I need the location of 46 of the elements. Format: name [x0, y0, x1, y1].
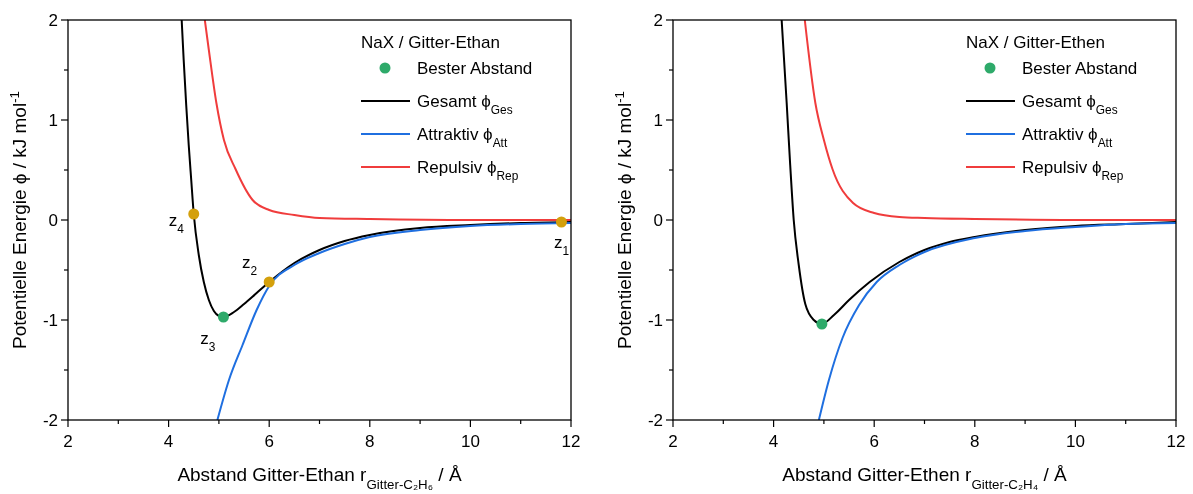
- legend-label: Repulsiv ϕ$_{Rep}$: [1022, 158, 1124, 183]
- y-tick-label: -2: [42, 411, 58, 430]
- x-tick-label: 2: [63, 432, 73, 451]
- legend-label: Repulsiv ϕ$_{Rep}$: [417, 158, 519, 183]
- legend-label: Bester Abstand: [1022, 59, 1138, 78]
- legend-title: NaX / Gitter-Ethen: [966, 33, 1105, 52]
- legend-label: Attraktiv ϕ$_{Att}$: [1022, 125, 1113, 150]
- x-tick-label: 2: [668, 432, 678, 451]
- y-tick-label: 0: [653, 211, 663, 230]
- x-tick-label: 8: [970, 432, 980, 451]
- annotation: z$_{1}$: [553, 233, 570, 258]
- point: [188, 208, 200, 220]
- x-axis-title: Abstand Gitter-Ethan r$_{Gitter-C₂H₆}$ / Å: [177, 464, 462, 492]
- y-tick-label: -1: [647, 311, 663, 330]
- line-series: [203, 20, 571, 221]
- point: [555, 216, 567, 228]
- y-tick-label: 1: [48, 111, 58, 130]
- line-series: [803, 20, 1176, 221]
- x-tick-label: 6: [869, 432, 879, 451]
- x-axis-title: Abstand Gitter-Ethen r$_{Gitter-C₂H₄}$ / Å: [782, 464, 1067, 492]
- x-tick-label: 4: [768, 432, 779, 451]
- y-tick-label: 2: [48, 11, 58, 30]
- x-tick-label: 4: [163, 432, 174, 451]
- x-tick-label: 10: [460, 432, 480, 451]
- legend-label: Bester Abstand: [417, 59, 533, 78]
- legend-label: Gesamt ϕ$_{Ges}$: [1022, 92, 1118, 117]
- annotation: z$_{2}$: [242, 253, 258, 278]
- point: [217, 311, 229, 323]
- y-tick-label: 0: [48, 211, 58, 230]
- x-tick-label: 12: [1166, 432, 1186, 451]
- line-series: [216, 222, 571, 420]
- y-tick-label: 2: [653, 11, 663, 30]
- line-series: [817, 222, 1176, 420]
- x-tick-label: 6: [264, 432, 274, 451]
- y-tick-label: 1: [653, 111, 663, 130]
- legend-label: Attraktiv ϕ$_{Att}$: [417, 125, 508, 150]
- x-tick-label: 10: [1065, 432, 1085, 451]
- annotation: z$_{4}$: [168, 211, 185, 236]
- point: [263, 276, 275, 288]
- x-tick-label: 8: [365, 432, 375, 451]
- y-tick-label: -2: [647, 411, 663, 430]
- annotation: z$_{3}$: [200, 329, 216, 354]
- legend-label: Gesamt ϕ$_{Ges}$: [417, 92, 513, 117]
- y-tick-label: -1: [42, 311, 58, 330]
- legend-title: NaX / Gitter-Ethan: [361, 33, 500, 52]
- x-tick-label: 12: [561, 432, 581, 451]
